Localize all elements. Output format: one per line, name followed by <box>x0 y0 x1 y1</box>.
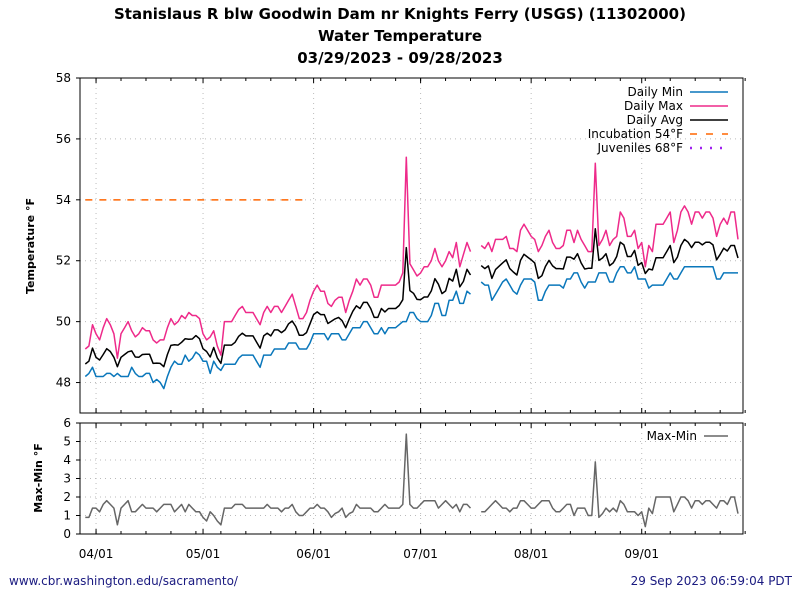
daily-avg-line <box>84 228 739 368</box>
x-tick-label: 08/01 <box>514 547 549 561</box>
x-tick-label: 05/01 <box>186 547 221 561</box>
y-tick-label: 50 <box>56 315 71 329</box>
x-tick-label: 09/01 <box>624 547 659 561</box>
timestamp: 29 Sep 2023 06:59:04 PDT <box>630 574 792 588</box>
x-tick-label: 04/01 <box>79 547 114 561</box>
legend-label: Juveniles 68°F <box>596 141 683 155</box>
legend-label-max-min: Max-Min <box>647 429 697 443</box>
legend-label: Daily Min <box>628 85 683 99</box>
daily-min-line <box>84 266 738 390</box>
legend-label: Incubation 54°F <box>588 127 683 141</box>
y-tick-label: 5 <box>63 435 71 449</box>
source-link[interactable]: www.cbr.washington.edu/sacramento/ <box>9 574 238 588</box>
daily-max-line <box>84 156 739 359</box>
y-axis-label-temperature: Temperature °F <box>24 198 37 294</box>
y-tick-label: 0 <box>63 527 71 541</box>
y-tick-label: 6 <box>63 416 71 430</box>
y-tick-label: 4 <box>63 453 71 467</box>
chart-title: Stanislaus R blw Goodwin Dam nr Knights … <box>114 5 686 23</box>
y-tick-label: 58 <box>56 71 71 85</box>
y-tick-label: 48 <box>56 376 71 390</box>
chart-subtitle: Water Temperature <box>318 27 482 45</box>
max-min-line <box>85 433 739 528</box>
y-tick-label: 3 <box>63 472 71 486</box>
y-tick-label: 52 <box>56 254 71 268</box>
y-tick-label: 2 <box>63 490 71 504</box>
legend-label: Daily Max <box>624 99 683 113</box>
y-tick-label: 56 <box>56 132 71 146</box>
plot-frame <box>79 77 744 414</box>
x-tick-label: 06/01 <box>296 547 331 561</box>
y-axis-label-range: Max-Min °F <box>32 443 45 512</box>
y-tick-label: 1 <box>63 509 71 523</box>
plot-frame <box>79 422 744 535</box>
y-tick-label: 54 <box>56 193 71 207</box>
legend-label: Daily Avg <box>627 113 683 127</box>
chart-date-range: 03/29/2023 - 09/28/2023 <box>297 49 503 67</box>
x-tick-label: 07/01 <box>403 547 438 561</box>
